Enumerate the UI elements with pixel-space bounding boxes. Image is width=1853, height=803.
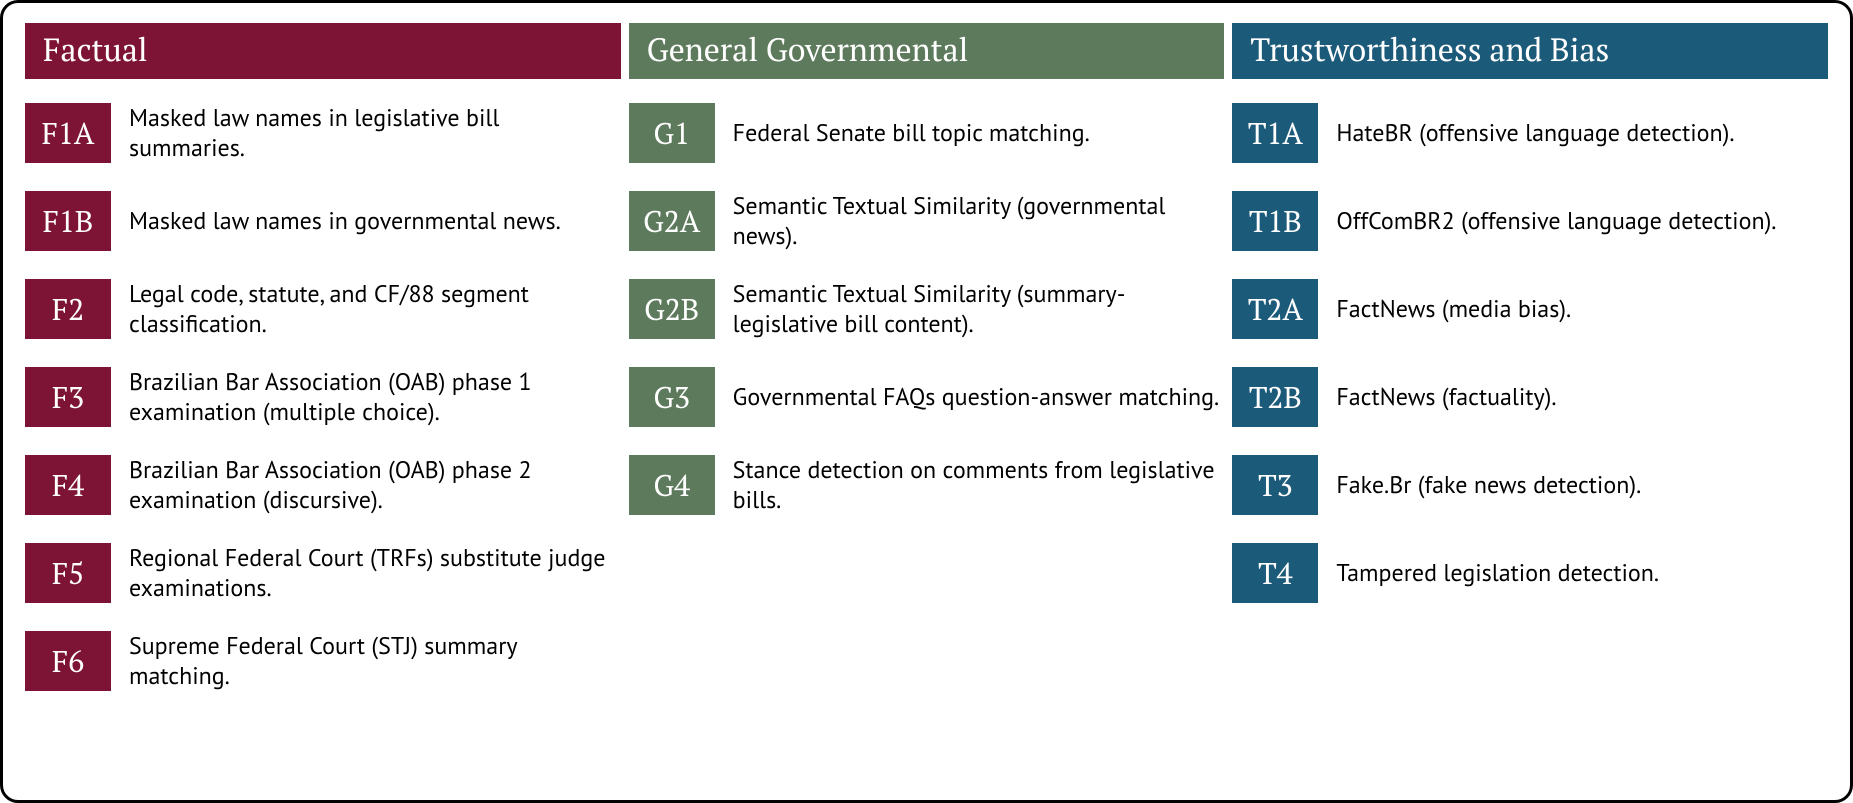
item-desc: Masked law names in legislative bill sum… — [129, 103, 621, 163]
list-item: T1B OffComBR2 (offensive language detect… — [1232, 191, 1828, 251]
list-item: G1 Federal Senate bill topic matching. — [629, 103, 1225, 163]
column-factual: Factual F1A Masked law names in legislat… — [25, 23, 621, 780]
list-item: G2A Semantic Textual Similarity (governm… — [629, 191, 1225, 251]
list-item: F3 Brazilian Bar Association (OAB) phase… — [25, 367, 621, 427]
column-header-governmental: General Governmental — [629, 23, 1225, 79]
item-desc: FactNews (media bias). — [1336, 294, 1571, 324]
item-desc: Regional Federal Court (TRFs) substitute… — [129, 543, 621, 603]
item-desc: FactNews (factuality). — [1336, 382, 1556, 412]
item-badge: F2 — [25, 279, 111, 339]
list-item: F6 Supreme Federal Court (STJ) summary m… — [25, 631, 621, 691]
item-desc: Brazilian Bar Association (OAB) phase 2 … — [129, 455, 621, 515]
item-badge: T4 — [1232, 543, 1318, 603]
item-badge: F6 — [25, 631, 111, 691]
diagram-container: Factual F1A Masked law names in legislat… — [0, 0, 1853, 803]
list-item: T2B FactNews (factuality). — [1232, 367, 1828, 427]
item-desc: Supreme Federal Court (STJ) summary matc… — [129, 631, 621, 691]
item-badge: G1 — [629, 103, 715, 163]
list-item: T1A HateBR (offensive language detection… — [1232, 103, 1828, 163]
item-desc: Tampered legislation detection. — [1336, 558, 1659, 588]
item-desc: HateBR (offensive language detection). — [1336, 118, 1734, 148]
item-badge: T1B — [1232, 191, 1318, 251]
item-badge: F1A — [25, 103, 111, 163]
item-badge: G3 — [629, 367, 715, 427]
list-item: F2 Legal code, statute, and CF/88 segmen… — [25, 279, 621, 339]
item-desc: Fake.Br (fake news detection). — [1336, 470, 1641, 500]
list-item: F1B Masked law names in governmental new… — [25, 191, 621, 251]
column-header-trustworthiness: Trustworthiness and Bias — [1232, 23, 1828, 79]
item-desc: Semantic Textual Similarity (governmenta… — [733, 191, 1225, 251]
item-badge: F3 — [25, 367, 111, 427]
item-badge: T3 — [1232, 455, 1318, 515]
item-desc: Masked law names in governmental news. — [129, 206, 561, 236]
list-item: T4 Tampered legislation detection. — [1232, 543, 1828, 603]
item-badge: T2A — [1232, 279, 1318, 339]
item-badge: F4 — [25, 455, 111, 515]
list-item: F4 Brazilian Bar Association (OAB) phase… — [25, 455, 621, 515]
item-badge: T2B — [1232, 367, 1318, 427]
list-item: F5 Regional Federal Court (TRFs) substit… — [25, 543, 621, 603]
item-badge: G2A — [629, 191, 715, 251]
list-item: F1A Masked law names in legislative bill… — [25, 103, 621, 163]
item-badge: F1B — [25, 191, 111, 251]
item-badge: T1A — [1232, 103, 1318, 163]
item-desc: Brazilian Bar Association (OAB) phase 1 … — [129, 367, 621, 427]
list-item: T3 Fake.Br (fake news detection). — [1232, 455, 1828, 515]
list-item: G2B Semantic Textual Similarity (summary… — [629, 279, 1225, 339]
list-item: T2A FactNews (media bias). — [1232, 279, 1828, 339]
list-item: G3 Governmental FAQs question-answer mat… — [629, 367, 1225, 427]
item-desc: Semantic Textual Similarity (summary-leg… — [733, 279, 1225, 339]
item-desc: Federal Senate bill topic matching. — [733, 118, 1090, 148]
list-item: G4 Stance detection on comments from leg… — [629, 455, 1225, 515]
column-trustworthiness: Trustworthiness and Bias T1A HateBR (off… — [1232, 23, 1828, 780]
item-desc: Stance detection on comments from legisl… — [733, 455, 1225, 515]
item-badge: G4 — [629, 455, 715, 515]
columns-wrapper: Factual F1A Masked law names in legislat… — [25, 23, 1828, 780]
item-badge: F5 — [25, 543, 111, 603]
column-header-factual: Factual — [25, 23, 621, 79]
item-desc: OffComBR2 (offensive language detection)… — [1336, 206, 1776, 236]
item-badge: G2B — [629, 279, 715, 339]
item-desc: Governmental FAQs question-answer matchi… — [733, 382, 1219, 412]
column-governmental: General Governmental G1 Federal Senate b… — [629, 23, 1225, 780]
item-desc: Legal code, statute, and CF/88 segment c… — [129, 279, 621, 339]
